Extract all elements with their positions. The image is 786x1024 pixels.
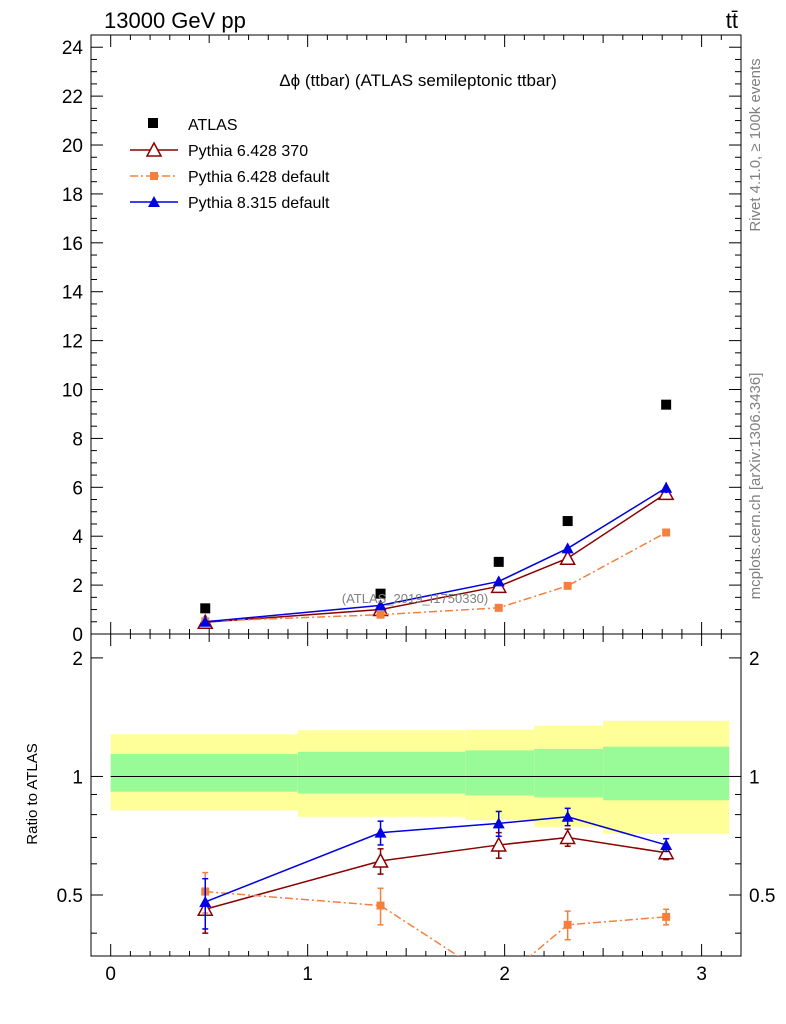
ratio-axis-label: Ratio to ATLAS bbox=[24, 743, 41, 844]
y-tick-label-main: 18 bbox=[62, 185, 83, 206]
atlas-point bbox=[493, 556, 504, 567]
ratio-uncertainty-bands bbox=[110, 720, 730, 834]
y-tick-label-ratio: 0.5 bbox=[57, 886, 83, 907]
watermark-label: (ATLAS_2019_I1750330) bbox=[342, 591, 488, 606]
x-tick-label: 2 bbox=[499, 964, 510, 985]
legend: ATLAS Pythia 6.428 370 Pythia 6.428 defa… bbox=[130, 117, 330, 212]
y-tick-label-main: 16 bbox=[62, 234, 83, 255]
series-2-ratio-point bbox=[199, 895, 212, 907]
legend-marker-pythia6-default bbox=[150, 172, 158, 180]
series-0-ratio-point bbox=[372, 852, 389, 868]
series-layer bbox=[196, 399, 675, 956]
series-0-point bbox=[559, 549, 576, 565]
x-tick-label: 1 bbox=[302, 964, 313, 985]
series-0-ratio bbox=[196, 828, 675, 934]
series-1-point bbox=[563, 581, 572, 590]
y-tick-label-main: 12 bbox=[62, 332, 83, 353]
legend-label-pythia6-default: Pythia 6.428 default bbox=[188, 169, 330, 186]
y-tick-label-main: 0 bbox=[72, 625, 83, 646]
series-0-ratio-line bbox=[205, 836, 667, 910]
y-tick-label-ratio: 1 bbox=[72, 767, 83, 788]
series-2-ratio-point bbox=[374, 826, 387, 838]
series-1-main bbox=[201, 528, 671, 626]
y-tick-label-ratio-right: 0.5 bbox=[749, 886, 775, 907]
legend-marker-pythia6-370 bbox=[145, 141, 163, 157]
series-0-ratio-point bbox=[657, 844, 675, 860]
series-2-ratio-point bbox=[561, 810, 574, 822]
series-2-point bbox=[660, 481, 673, 493]
legend-label-pythia6-370: Pythia 6.428 370 bbox=[188, 143, 308, 160]
atlas-point bbox=[661, 399, 672, 410]
y-tick-label-main: 2 bbox=[72, 576, 83, 597]
series-0-ratio-point bbox=[559, 828, 576, 845]
y-tick-label-main: 14 bbox=[62, 283, 84, 304]
y-tick-label-main: 10 bbox=[62, 381, 83, 402]
y-tick-label-ratio-right: 1 bbox=[749, 767, 760, 788]
series-0-ratio-point bbox=[490, 836, 507, 852]
legend-marker-pythia8-default bbox=[148, 196, 160, 207]
y-tick-label-ratio-right: 2 bbox=[749, 649, 760, 670]
series-1-ratio bbox=[201, 871, 671, 956]
y-tick-label-main: 6 bbox=[72, 478, 83, 499]
series-1-ratio-point bbox=[662, 912, 671, 921]
series-1-ratio-line bbox=[205, 890, 667, 956]
inner-band-3 bbox=[534, 748, 604, 798]
series-0-main bbox=[196, 484, 675, 630]
series-1-ratio-point bbox=[563, 920, 572, 929]
process-label: tt̄ bbox=[726, 8, 738, 33]
y-tick-label-main: 22 bbox=[62, 87, 83, 108]
series-2-point bbox=[199, 615, 212, 627]
inner-band-4 bbox=[603, 746, 730, 801]
atlas-point bbox=[375, 588, 386, 599]
series-2-ratio-point bbox=[492, 817, 505, 829]
ratio-frame bbox=[90, 633, 742, 957]
series-2-ratio-point bbox=[660, 838, 673, 850]
atlas-point bbox=[200, 603, 211, 614]
energy-label: 13000 GeV pp bbox=[104, 8, 246, 33]
series-2-point bbox=[492, 575, 505, 587]
series-1-point bbox=[662, 528, 671, 537]
x-tick-label: 0 bbox=[105, 964, 116, 985]
series-1-point bbox=[376, 610, 385, 619]
inner-band-0 bbox=[110, 754, 298, 792]
y-tick-label-main: 8 bbox=[72, 429, 83, 450]
series-2-point bbox=[561, 542, 574, 554]
series-1-point bbox=[494, 603, 503, 612]
inner-band-1 bbox=[297, 751, 466, 794]
inner-band-2 bbox=[465, 750, 535, 796]
series-2-ratio bbox=[199, 807, 673, 930]
y-tick-label-ratio: 2 bbox=[72, 649, 83, 670]
series-2-main bbox=[199, 481, 673, 627]
atlas-point bbox=[562, 516, 573, 527]
rivet-version-label: Rivet 4.1.0, ≥ 100k events bbox=[747, 58, 764, 231]
plot-title: Δϕ (ttbar) (ATLAS semileptonic ttbar) bbox=[279, 71, 557, 90]
series-2-ratio-line bbox=[204, 816, 667, 903]
series-1-ratio-point bbox=[376, 901, 385, 910]
legend-marker-atlas bbox=[148, 118, 158, 128]
series-1-line bbox=[205, 531, 667, 623]
y-tick-label-main: 20 bbox=[62, 136, 83, 157]
series-2-point bbox=[374, 599, 387, 611]
legend-label-pythia8-default: Pythia 8.315 default bbox=[188, 195, 330, 212]
y-tick-label-main: 24 bbox=[62, 38, 84, 59]
legend-label-atlas: ATLAS bbox=[188, 117, 238, 134]
mcplots-label: mcplots.cern.ch [arXiv:1306.3436] bbox=[747, 373, 764, 600]
x-tick-label: 3 bbox=[696, 964, 707, 985]
y-tick-label-main: 4 bbox=[72, 527, 83, 548]
